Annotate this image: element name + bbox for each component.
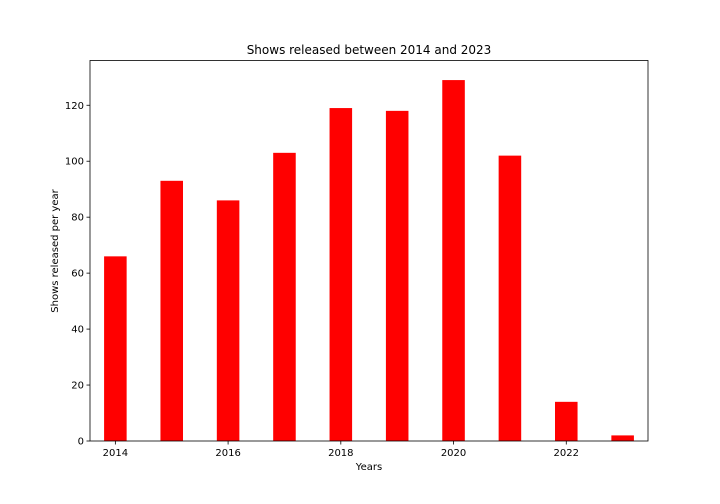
bar-2018 xyxy=(329,108,353,441)
bars xyxy=(104,80,634,442)
bar-2023 xyxy=(611,435,634,441)
bar-2021 xyxy=(498,155,522,442)
x-tick-label: 2022 xyxy=(554,448,579,459)
x-tick-label: 2016 xyxy=(215,448,240,459)
x-axis-ticks: 2014 2016 2018 2020 2022 xyxy=(103,441,579,459)
bar-2022 xyxy=(555,401,578,441)
y-tick-label: 100 xyxy=(65,157,84,168)
y-tick-label: 80 xyxy=(71,213,84,224)
bar-2014 xyxy=(104,256,127,441)
x-tick-label: 2014 xyxy=(103,448,128,459)
bar-2017 xyxy=(273,152,296,441)
y-axis-label: Shows released per year xyxy=(50,188,61,312)
bar-2016 xyxy=(216,200,240,441)
y-tick-label: 120 xyxy=(65,101,84,112)
y-tick-label: 60 xyxy=(71,269,84,280)
x-tick-label: 2018 xyxy=(328,448,353,459)
y-tick-label: 0 xyxy=(78,437,84,448)
bar-2015 xyxy=(160,180,183,441)
chart-title: Shows released between 2014 and 2023 xyxy=(247,43,492,57)
y-axis-ticks: 0 20 40 60 80 100 120 xyxy=(65,101,90,448)
y-tick-label: 20 xyxy=(71,381,84,392)
plot-area-frame xyxy=(89,60,649,442)
x-axis-label: Years xyxy=(355,462,382,473)
x-tick-label: 2020 xyxy=(441,448,466,459)
y-tick-label: 40 xyxy=(71,325,84,336)
bar-2020 xyxy=(442,80,465,441)
bar-2019 xyxy=(385,110,409,442)
